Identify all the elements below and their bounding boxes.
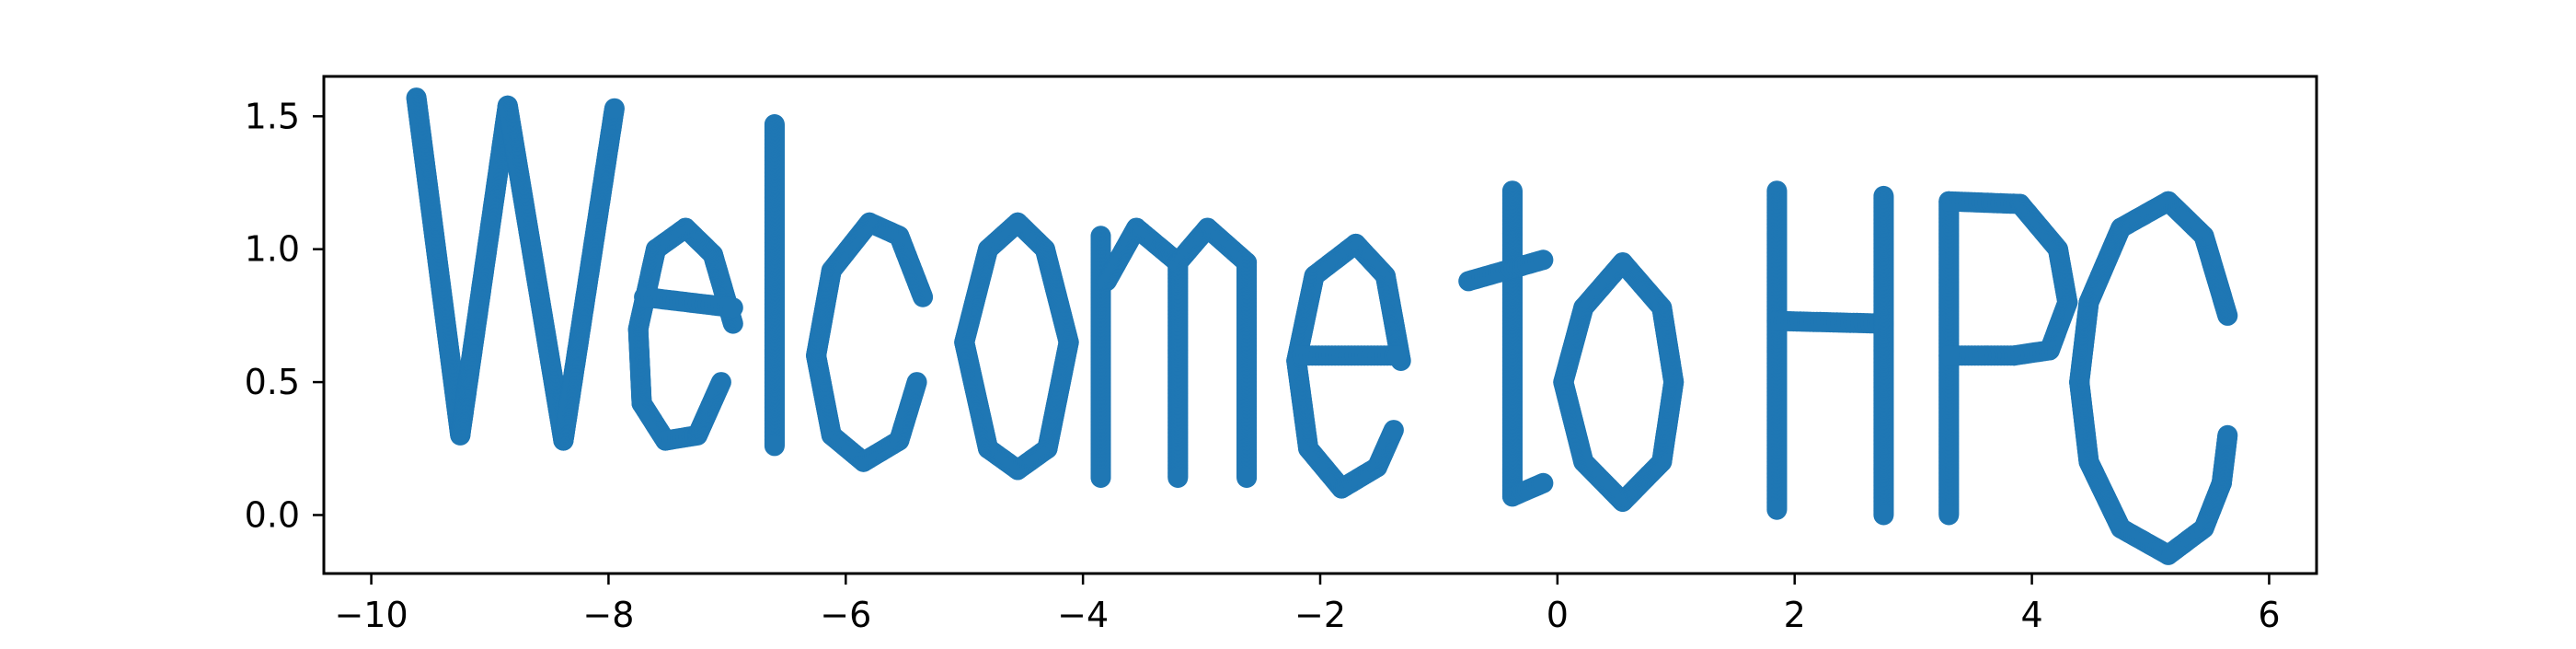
scatter-point bbox=[1236, 468, 1257, 488]
scatter-point bbox=[1091, 468, 1111, 488]
scatter-point bbox=[907, 372, 927, 392]
scatter-point bbox=[1613, 252, 1633, 272]
scatter-point bbox=[1533, 473, 1553, 493]
scatter-point bbox=[1167, 468, 1188, 488]
scatter-point bbox=[604, 99, 625, 119]
scatter-point bbox=[1384, 420, 1404, 440]
scatter-point bbox=[1533, 249, 1553, 270]
scatter-point bbox=[1387, 345, 1408, 365]
scatter-point bbox=[1007, 213, 1028, 233]
scatter-point bbox=[1873, 505, 1893, 526]
scatter-point bbox=[723, 297, 743, 318]
scatter-point bbox=[765, 435, 785, 456]
scatter-point bbox=[1766, 500, 1787, 520]
scatter-point bbox=[711, 372, 731, 392]
